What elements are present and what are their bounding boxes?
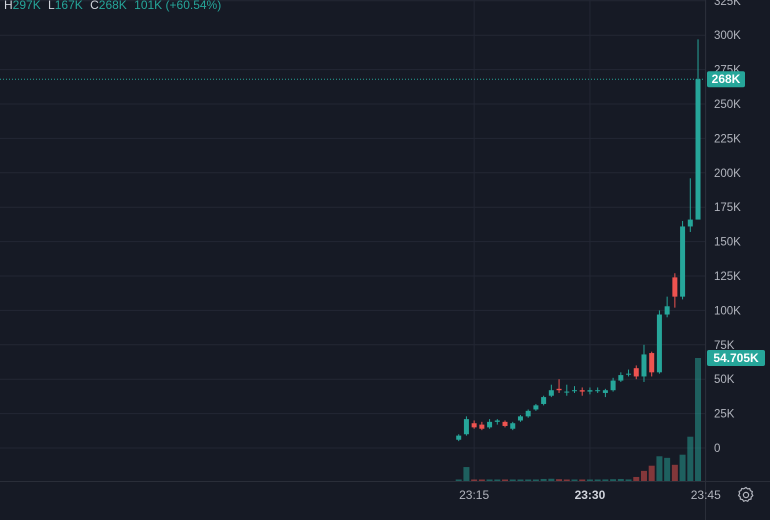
candle-body [525,410,531,417]
candle-body [494,420,500,422]
volume-bar [548,478,555,481]
candle-body [587,390,593,392]
volume-bar [679,454,686,481]
x-tick-label: 23:15 [459,488,489,502]
volume-bar [486,479,493,481]
price-badge-label: 268K [712,72,741,86]
candle-body [456,435,462,440]
candle-body [687,219,693,227]
x-tick-label: 23:30 [575,488,606,502]
volume-bar [571,479,578,481]
volume-bar [625,479,632,481]
volume-bar [532,479,539,481]
high-label: H [4,0,13,12]
volume-bar [610,479,617,481]
x-tick-label: 23:45 [691,488,721,502]
volume-bar [502,479,509,481]
candle-body [695,79,701,220]
y-tick-label: 50K [714,374,735,386]
ohlc-legend: H297K L167K C268K 101K (+60.54%) [4,0,225,12]
volume-bar [463,467,470,481]
volume-badge-label: 54.705K [713,351,759,365]
candle-body [641,354,647,377]
candle-body [579,390,585,392]
y-tick-label: 300K [714,30,741,42]
candle-body [680,226,686,297]
volume-bar [478,479,485,481]
volume-bar [563,479,570,481]
candle-body [610,380,616,391]
volume-bar [594,479,601,481]
candle-body [487,421,493,428]
volume-bar [687,436,694,481]
y-tick-label: 125K [714,271,741,283]
low-value: 167K [54,0,83,12]
volume-bar [656,456,663,481]
candle-body [533,405,539,410]
candle-body [572,390,577,392]
volume-bar [556,479,563,481]
candle-body [556,388,562,391]
volume-bar [517,479,524,481]
volume-bar [648,465,655,481]
candle-body [618,375,624,381]
volume-bar [695,358,702,481]
volume-bar [586,479,593,481]
candle-body [595,390,601,392]
y-tick-label: 250K [714,99,741,111]
candle-body [602,390,608,393]
volume-bar [525,479,532,481]
candle-body [633,368,639,377]
candle-body [517,416,523,421]
y-tick-label: 75K [714,340,735,352]
volume-bar [640,470,647,481]
volume-bar [455,479,462,481]
candle-body [656,314,662,373]
low-label: L [48,0,55,12]
y-tick-label: 25K [714,409,735,421]
candle-body [463,419,469,435]
candle-body [649,353,655,373]
volume-bar [633,476,640,481]
volume-bar [671,464,678,481]
close-value: 268K [98,0,127,12]
y-tick-label: 175K [714,202,741,214]
candle-body [626,373,632,375]
y-tick-label: 200K [714,168,741,180]
candle-body [672,277,678,297]
high-value: 297K [12,0,41,12]
candle-body [510,423,516,429]
volume-bar [509,479,516,481]
y-tick-label: 225K [714,133,741,145]
candle-body [664,306,670,315]
volume-bar [664,457,671,481]
candle-body [564,391,570,393]
y-tick-label: 100K [714,305,741,317]
price-badge [707,71,745,88]
volume-bar [602,479,609,481]
y-tick-label: 150K [714,237,741,249]
candle-body [502,421,508,426]
volume-bar [540,478,547,481]
y-tick-label: 325K [714,0,741,8]
candle-body [541,397,547,404]
volume-bar [494,479,501,481]
settings-icon[interactable] [737,486,755,504]
volume-bar [617,478,624,481]
volume-bar [579,479,586,481]
candle-body [548,390,554,396]
close-label: C [90,0,99,12]
candle-body [479,424,485,429]
volume-bar [471,479,478,481]
candle-body [471,423,477,428]
volume-badge [707,350,765,366]
y-tick-label: 0 [714,443,720,455]
change-value: 101K (+60.54%) [134,0,222,12]
